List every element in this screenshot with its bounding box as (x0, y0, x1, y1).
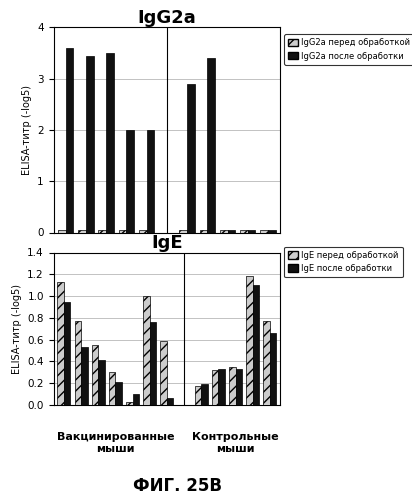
Text: Контрольные
мыши: Контрольные мыши (192, 432, 279, 454)
Bar (207, 58, 215, 233)
Bar (147, 130, 154, 232)
Bar (187, 84, 195, 233)
Text: ФИГ. 25В: ФИГ. 25В (133, 477, 222, 495)
Bar (167, 398, 173, 405)
Bar (98, 360, 105, 405)
Bar (126, 130, 134, 232)
Bar (78, 230, 86, 232)
Bar (150, 322, 156, 405)
Bar (253, 285, 259, 405)
Title: IgE: IgE (151, 234, 183, 252)
Bar (201, 384, 208, 405)
Bar (270, 333, 276, 405)
Bar (133, 394, 139, 405)
Bar (139, 230, 147, 232)
Bar (248, 230, 255, 232)
Bar (75, 321, 81, 405)
Bar (143, 296, 150, 405)
Bar (268, 230, 276, 232)
Bar (227, 230, 235, 232)
Bar (240, 230, 248, 232)
Legend: IgG2a перед обработкой, IgG2a после обработки: IgG2a перед обработкой, IgG2a после обра… (284, 34, 412, 64)
Title: IgG2a: IgG2a (138, 10, 196, 28)
Text: Вакцинированные
мыши: Вакцинированные мыши (56, 432, 174, 454)
Y-axis label: ELISA-титр (-log5): ELISA-титр (-log5) (12, 284, 22, 374)
Bar (98, 230, 106, 232)
Bar (229, 367, 236, 405)
Bar (160, 340, 167, 405)
Y-axis label: ELISA-титр (-log5): ELISA-титр (-log5) (22, 85, 32, 175)
Bar (220, 230, 227, 232)
Bar (58, 230, 66, 232)
Bar (81, 348, 87, 405)
Bar (57, 282, 64, 405)
Bar (126, 402, 133, 405)
Bar (86, 56, 94, 233)
Bar (263, 321, 270, 405)
Bar (212, 370, 218, 405)
Bar (218, 369, 225, 405)
Bar (66, 48, 73, 232)
Bar (200, 230, 207, 232)
Bar (64, 302, 70, 405)
Bar (194, 386, 201, 405)
Legend: IgE перед обработкой, IgE после обработки: IgE перед обработкой, IgE после обработк… (284, 246, 403, 277)
Bar (115, 382, 122, 405)
Bar (109, 372, 115, 405)
Bar (119, 230, 126, 232)
Bar (106, 53, 114, 233)
Bar (260, 230, 268, 232)
Bar (236, 369, 242, 405)
Bar (179, 230, 187, 232)
Bar (91, 345, 98, 405)
Bar (246, 276, 253, 405)
